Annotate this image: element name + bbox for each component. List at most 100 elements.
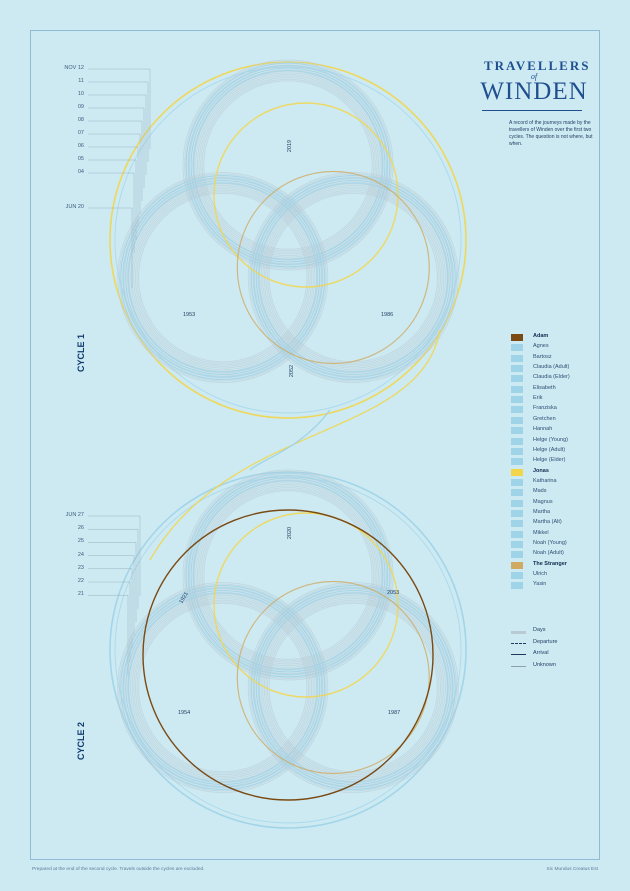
date-tick-label: NOV 12 [64, 65, 84, 71]
year-label: 2019 [287, 139, 294, 153]
legend-swatch [511, 385, 523, 393]
legend-swatch [511, 416, 523, 424]
legend-item: Helge (Young) [511, 437, 591, 446]
legend-swatch [511, 530, 523, 538]
line-key-sample [511, 665, 526, 667]
legend-label: Martha [533, 508, 551, 515]
legend-swatch [511, 334, 523, 341]
year-label: 2053 [387, 590, 400, 596]
date-tick-label: 21 [77, 591, 84, 598]
traveller-track [120, 584, 326, 791]
legend-label: Magnus [533, 498, 553, 505]
days-band [258, 593, 448, 782]
legend-item: Noah (Young) [511, 540, 591, 549]
legend-swatch [511, 375, 523, 383]
days-band [184, 61, 392, 269]
legend-item: Erik [511, 395, 591, 404]
poster-frame [30, 30, 600, 860]
days-band [138, 192, 308, 363]
line-key-label: Unknown [533, 661, 556, 668]
legend-swatch [511, 489, 523, 497]
days-band [188, 475, 388, 675]
legend-item: Helge (Adult) [511, 447, 591, 456]
date-tick-label: 26 [77, 525, 84, 532]
line-key-item: Departure [511, 639, 591, 648]
legend-item: Noah (Adult) [511, 550, 591, 559]
line-key-item: Days [511, 627, 591, 636]
days-band [252, 176, 454, 379]
line-key-item: Arrival [511, 650, 591, 659]
legend-swatch [511, 572, 523, 580]
legend-item: Ulrich [511, 571, 591, 580]
days-band [201, 488, 375, 662]
traveller-track [253, 177, 454, 378]
days-band [134, 189, 311, 366]
legend-label: Erik [533, 395, 543, 402]
days-band [118, 173, 327, 382]
legend-item: Elisabeth [511, 385, 591, 394]
title-line-3: WINDEN [480, 78, 588, 105]
days-band [196, 73, 380, 257]
days-band [260, 594, 446, 781]
legend-swatch [511, 354, 523, 362]
legend-swatch [511, 406, 523, 414]
legend-label: Martha (Alt) [533, 519, 562, 526]
legend-item: Gretchen [511, 416, 591, 425]
legend-item: Mikkel [511, 530, 591, 539]
legend-item: Claudia (Elder) [511, 374, 591, 383]
days-band [188, 65, 388, 265]
title-line-2: of [530, 72, 538, 81]
days-band [198, 485, 378, 665]
legend-item: Martha (Alt) [511, 519, 591, 528]
legend-label: Jonas [533, 467, 549, 474]
adam-track [142, 509, 434, 801]
days-band [254, 588, 453, 787]
legend-item: Claudia (Adult) [511, 364, 591, 373]
line-key-sample [511, 631, 526, 634]
traveller-track [253, 587, 454, 788]
days-band [190, 477, 386, 673]
legend-label: Claudia (Elder) [533, 374, 570, 381]
traveller-track [125, 179, 321, 376]
date-tick-label: 24 [77, 551, 84, 558]
date-tick-label: 22 [77, 578, 84, 584]
legend-swatch [511, 458, 523, 466]
days-band [252, 586, 454, 789]
traveller-track [122, 177, 323, 378]
year-label: 1953 [183, 312, 196, 318]
legend-label: Yasin [533, 581, 547, 588]
legend-item: Martha [511, 509, 591, 518]
days-band [122, 176, 324, 379]
days-band [266, 601, 440, 774]
legend-swatch [511, 365, 523, 373]
line-key-label: Arrival [533, 650, 549, 656]
traveller-track [250, 584, 456, 791]
cycle-2-label: CYCLE 2 [76, 721, 86, 760]
traveller-track [190, 67, 386, 263]
legend-item: Agnes [511, 343, 591, 352]
year-label: 1954 [178, 710, 191, 716]
days-band [123, 178, 322, 377]
legend-item: Helge (Elder) [511, 457, 591, 466]
line-key-label: Days [533, 627, 546, 633]
traveller-track [187, 474, 389, 676]
days-band [195, 72, 381, 258]
legend-label: Elisabeth [533, 384, 556, 391]
days-band [254, 178, 453, 377]
traveller-track [258, 182, 449, 373]
days-band [133, 598, 313, 777]
footer-note: Prepared at the end of the second cycle.… [32, 867, 205, 872]
days-band [136, 601, 310, 774]
date-tick-label: 10 [77, 91, 84, 97]
legend-item: Mads [511, 488, 591, 497]
line-key-sample [511, 654, 526, 655]
cycle-outer-ring [114, 476, 462, 824]
legend-label: Mikkel [533, 529, 549, 536]
traveller-crossing [249, 409, 331, 471]
cycle-1-label: CYCLE 1 [76, 333, 86, 372]
legend-item: Yasin [511, 581, 591, 590]
days-band [266, 191, 440, 364]
legend-label: Agnes [533, 343, 549, 350]
traveller-track [120, 174, 326, 381]
